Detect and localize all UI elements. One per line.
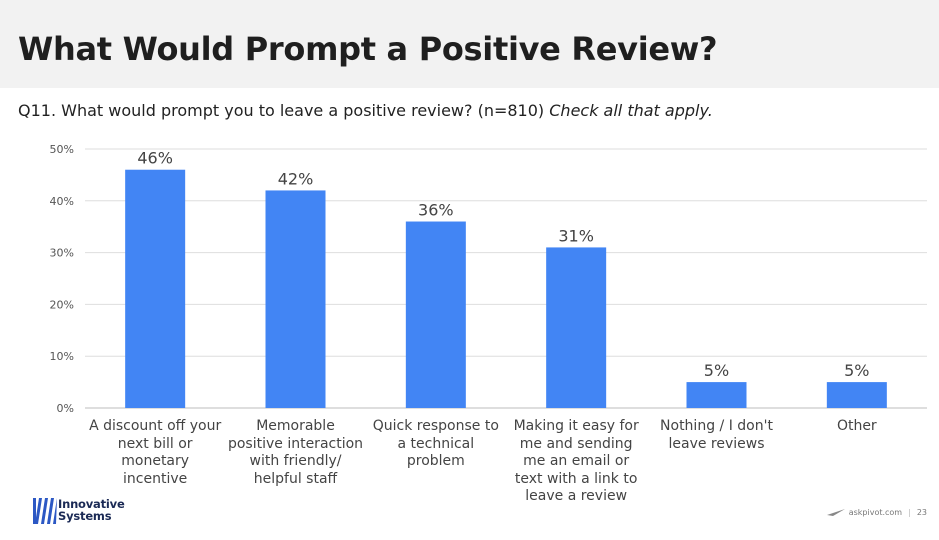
bar	[125, 169, 186, 408]
x-tick-label: Other	[787, 418, 927, 436]
x-tick-label-line: me and sending	[519, 435, 633, 452]
pivot-logo-icon	[826, 509, 845, 516]
footer-separator: |	[908, 508, 911, 517]
page-title: What Would Prompt a Positive Review?	[18, 30, 718, 68]
x-tick-label-line: incentive	[123, 470, 188, 487]
header-band	[0, 0, 939, 88]
y-tick-label: 20%	[50, 298, 74, 311]
footer-site: askpivot.com	[848, 508, 903, 517]
x-tick-label-line: leave a review	[525, 488, 628, 504]
logo-line2: Systems	[58, 509, 112, 523]
x-tick-label: Making it easy for me and sending me an em…	[506, 418, 646, 506]
y-tick-label: 0%	[57, 402, 74, 415]
x-tick-label: A discount off your next bill or monetary i…	[85, 418, 225, 488]
x-tick-label-line: Quick response to	[372, 418, 499, 434]
data-labels: 46% 42% 36% 31% 5% 5%	[137, 149, 869, 380]
y-tick-label: 30%	[50, 247, 74, 260]
x-tick-label-line: me an email or	[523, 453, 630, 469]
x-tick-label-line: Memorable	[256, 418, 335, 434]
y-tick-label: 40%	[50, 195, 74, 208]
data-label: 46%	[137, 149, 173, 168]
x-tick-label-line: Other	[836, 418, 877, 434]
x-tick-label: Nothing / I don't leave reviews	[647, 418, 787, 453]
x-tick-label-line: next bill or	[117, 435, 193, 452]
y-tick-label: 10%	[50, 350, 74, 363]
data-label: 5%	[704, 361, 729, 380]
x-tick-label-line: text with a link to	[514, 470, 638, 487]
page-number: 23	[916, 508, 927, 517]
x-tick-label-line: problem	[406, 453, 465, 469]
x-tick-label-line: Nothing / I don't	[660, 418, 773, 434]
data-label: 36%	[418, 201, 454, 220]
x-tick-label-line: Making it easy for	[513, 418, 639, 434]
x-tick-label-line: A discount off your	[89, 418, 222, 434]
x-tick-label-line: positive interaction	[227, 435, 364, 452]
logo-text: Innovative Systems	[58, 498, 125, 522]
y-tick-label: 50%	[50, 143, 74, 156]
logo-line1: Innovative	[58, 497, 125, 511]
bar	[265, 190, 326, 408]
y-axis-ticks: 0% 10% 20% 30% 40% 50%	[50, 143, 74, 415]
x-tick-label-line: helpful staff	[253, 470, 338, 487]
question-main: Q11. What would prompt you to leave a po…	[18, 101, 545, 120]
question-note: Check all that apply.	[549, 101, 713, 120]
bar	[546, 247, 607, 408]
x-tick-label: Memorable positive interaction with friend…	[226, 418, 366, 488]
gridlines	[85, 148, 927, 409]
x-tick-label: Quick response to a technical problem	[366, 418, 506, 471]
bar	[686, 382, 747, 408]
innovative-systems-logo-icon	[33, 498, 57, 524]
data-label: 42%	[278, 169, 314, 188]
question-text: Q11. What would prompt you to leave a po…	[18, 101, 713, 120]
data-label: 5%	[844, 361, 869, 380]
x-tick-label-line: with friendly/	[249, 453, 342, 469]
x-tick-label-line: monetary	[121, 453, 190, 469]
x-tick-label-line: a technical	[397, 435, 475, 452]
x-tick-label-line: leave reviews	[668, 435, 765, 452]
bar	[826, 382, 887, 408]
data-label: 31%	[558, 226, 594, 245]
footer: askpivot.com | 23	[826, 508, 927, 517]
bar	[405, 221, 466, 408]
bars	[125, 169, 887, 408]
